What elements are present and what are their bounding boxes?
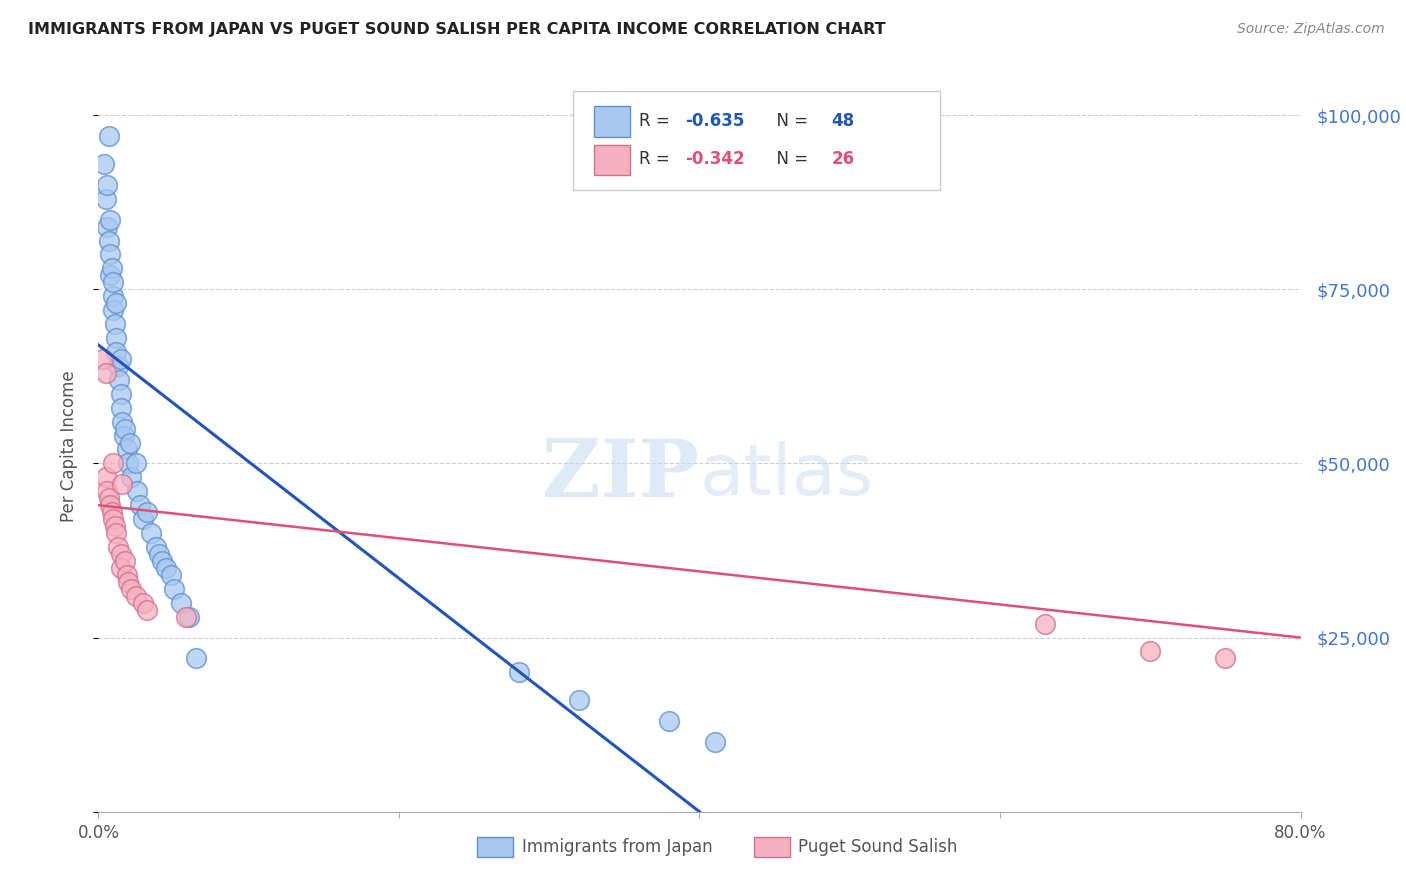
Point (94, 470, 117, 484)
Point (94, 366, 117, 380)
Point (117, 457, 139, 471)
Text: Immigrants from Japan: Immigrants from Japan (522, 838, 713, 855)
Point (121, 582, 143, 596)
Point (97, 128, 120, 143)
Point (1139, 644, 1161, 658)
Point (162, 582, 184, 596)
Point (100, 498, 122, 512)
Text: 48: 48 (832, 112, 855, 129)
Point (97, 491, 120, 506)
Point (96, 484, 118, 499)
Point (97, 234, 120, 248)
Text: N =: N = (766, 112, 813, 129)
Point (155, 561, 177, 575)
Point (127, 484, 149, 499)
Text: Puget Sound Salish: Puget Sound Salish (799, 838, 957, 855)
Point (105, 296, 128, 310)
FancyBboxPatch shape (574, 91, 939, 190)
Point (121, 470, 143, 484)
Point (107, 359, 129, 373)
Point (103, 275, 125, 289)
Point (117, 574, 139, 589)
Point (135, 603, 157, 617)
Point (111, 477, 134, 491)
Point (110, 401, 132, 415)
Point (105, 331, 128, 345)
Point (170, 596, 193, 610)
Text: -0.342: -0.342 (685, 150, 745, 169)
Point (703, 735, 725, 749)
Point (184, 651, 207, 665)
Text: R =: R = (640, 150, 675, 169)
Text: Source: ZipAtlas.com: Source: ZipAtlas.com (1237, 22, 1385, 37)
Point (104, 519, 127, 533)
Point (114, 554, 136, 568)
Point (145, 540, 167, 554)
Point (96, 219, 118, 234)
Point (91, 351, 114, 366)
Point (110, 386, 132, 401)
Point (103, 289, 125, 303)
Point (100, 268, 122, 283)
Point (1033, 616, 1056, 631)
Point (1215, 651, 1237, 665)
Point (112, 428, 135, 442)
Point (139, 526, 162, 541)
Point (100, 212, 122, 227)
FancyBboxPatch shape (593, 106, 630, 136)
Point (174, 609, 197, 624)
Point (94, 192, 117, 206)
Point (93, 157, 115, 171)
Text: N =: N = (766, 150, 813, 169)
Point (115, 567, 138, 582)
Point (132, 596, 155, 610)
Point (658, 714, 681, 728)
Point (115, 442, 138, 457)
FancyBboxPatch shape (477, 837, 513, 857)
Text: ZIP: ZIP (543, 436, 700, 515)
Point (110, 561, 132, 575)
Point (159, 567, 181, 582)
Point (125, 457, 148, 471)
FancyBboxPatch shape (593, 145, 630, 176)
Point (103, 303, 125, 318)
Point (100, 247, 122, 261)
Point (177, 609, 200, 624)
Text: -0.635: -0.635 (685, 112, 744, 129)
Point (114, 421, 136, 435)
Text: atlas: atlas (700, 441, 875, 509)
Point (108, 373, 131, 387)
Point (132, 512, 155, 526)
Point (105, 526, 128, 541)
Text: 26: 26 (832, 150, 855, 169)
Point (148, 547, 170, 561)
Point (129, 498, 152, 512)
Text: R =: R = (640, 112, 675, 129)
Point (125, 589, 148, 603)
Point (104, 317, 127, 331)
Y-axis label: Per Capita Income: Per Capita Income (59, 370, 77, 522)
Point (150, 554, 173, 568)
Text: IMMIGRANTS FROM JAPAN VS PUGET SOUND SALISH PER CAPITA INCOME CORRELATION CHART: IMMIGRANTS FROM JAPAN VS PUGET SOUND SAL… (28, 22, 886, 37)
Point (105, 345, 128, 359)
Point (118, 435, 141, 450)
Point (568, 693, 591, 707)
Point (111, 415, 134, 429)
Point (110, 547, 132, 561)
Point (508, 665, 530, 680)
Point (135, 505, 157, 519)
Point (107, 540, 129, 554)
Point (103, 512, 125, 526)
Point (101, 505, 124, 519)
FancyBboxPatch shape (754, 837, 790, 857)
Point (110, 351, 132, 366)
Point (101, 261, 124, 276)
Point (103, 457, 125, 471)
Point (96, 178, 118, 192)
